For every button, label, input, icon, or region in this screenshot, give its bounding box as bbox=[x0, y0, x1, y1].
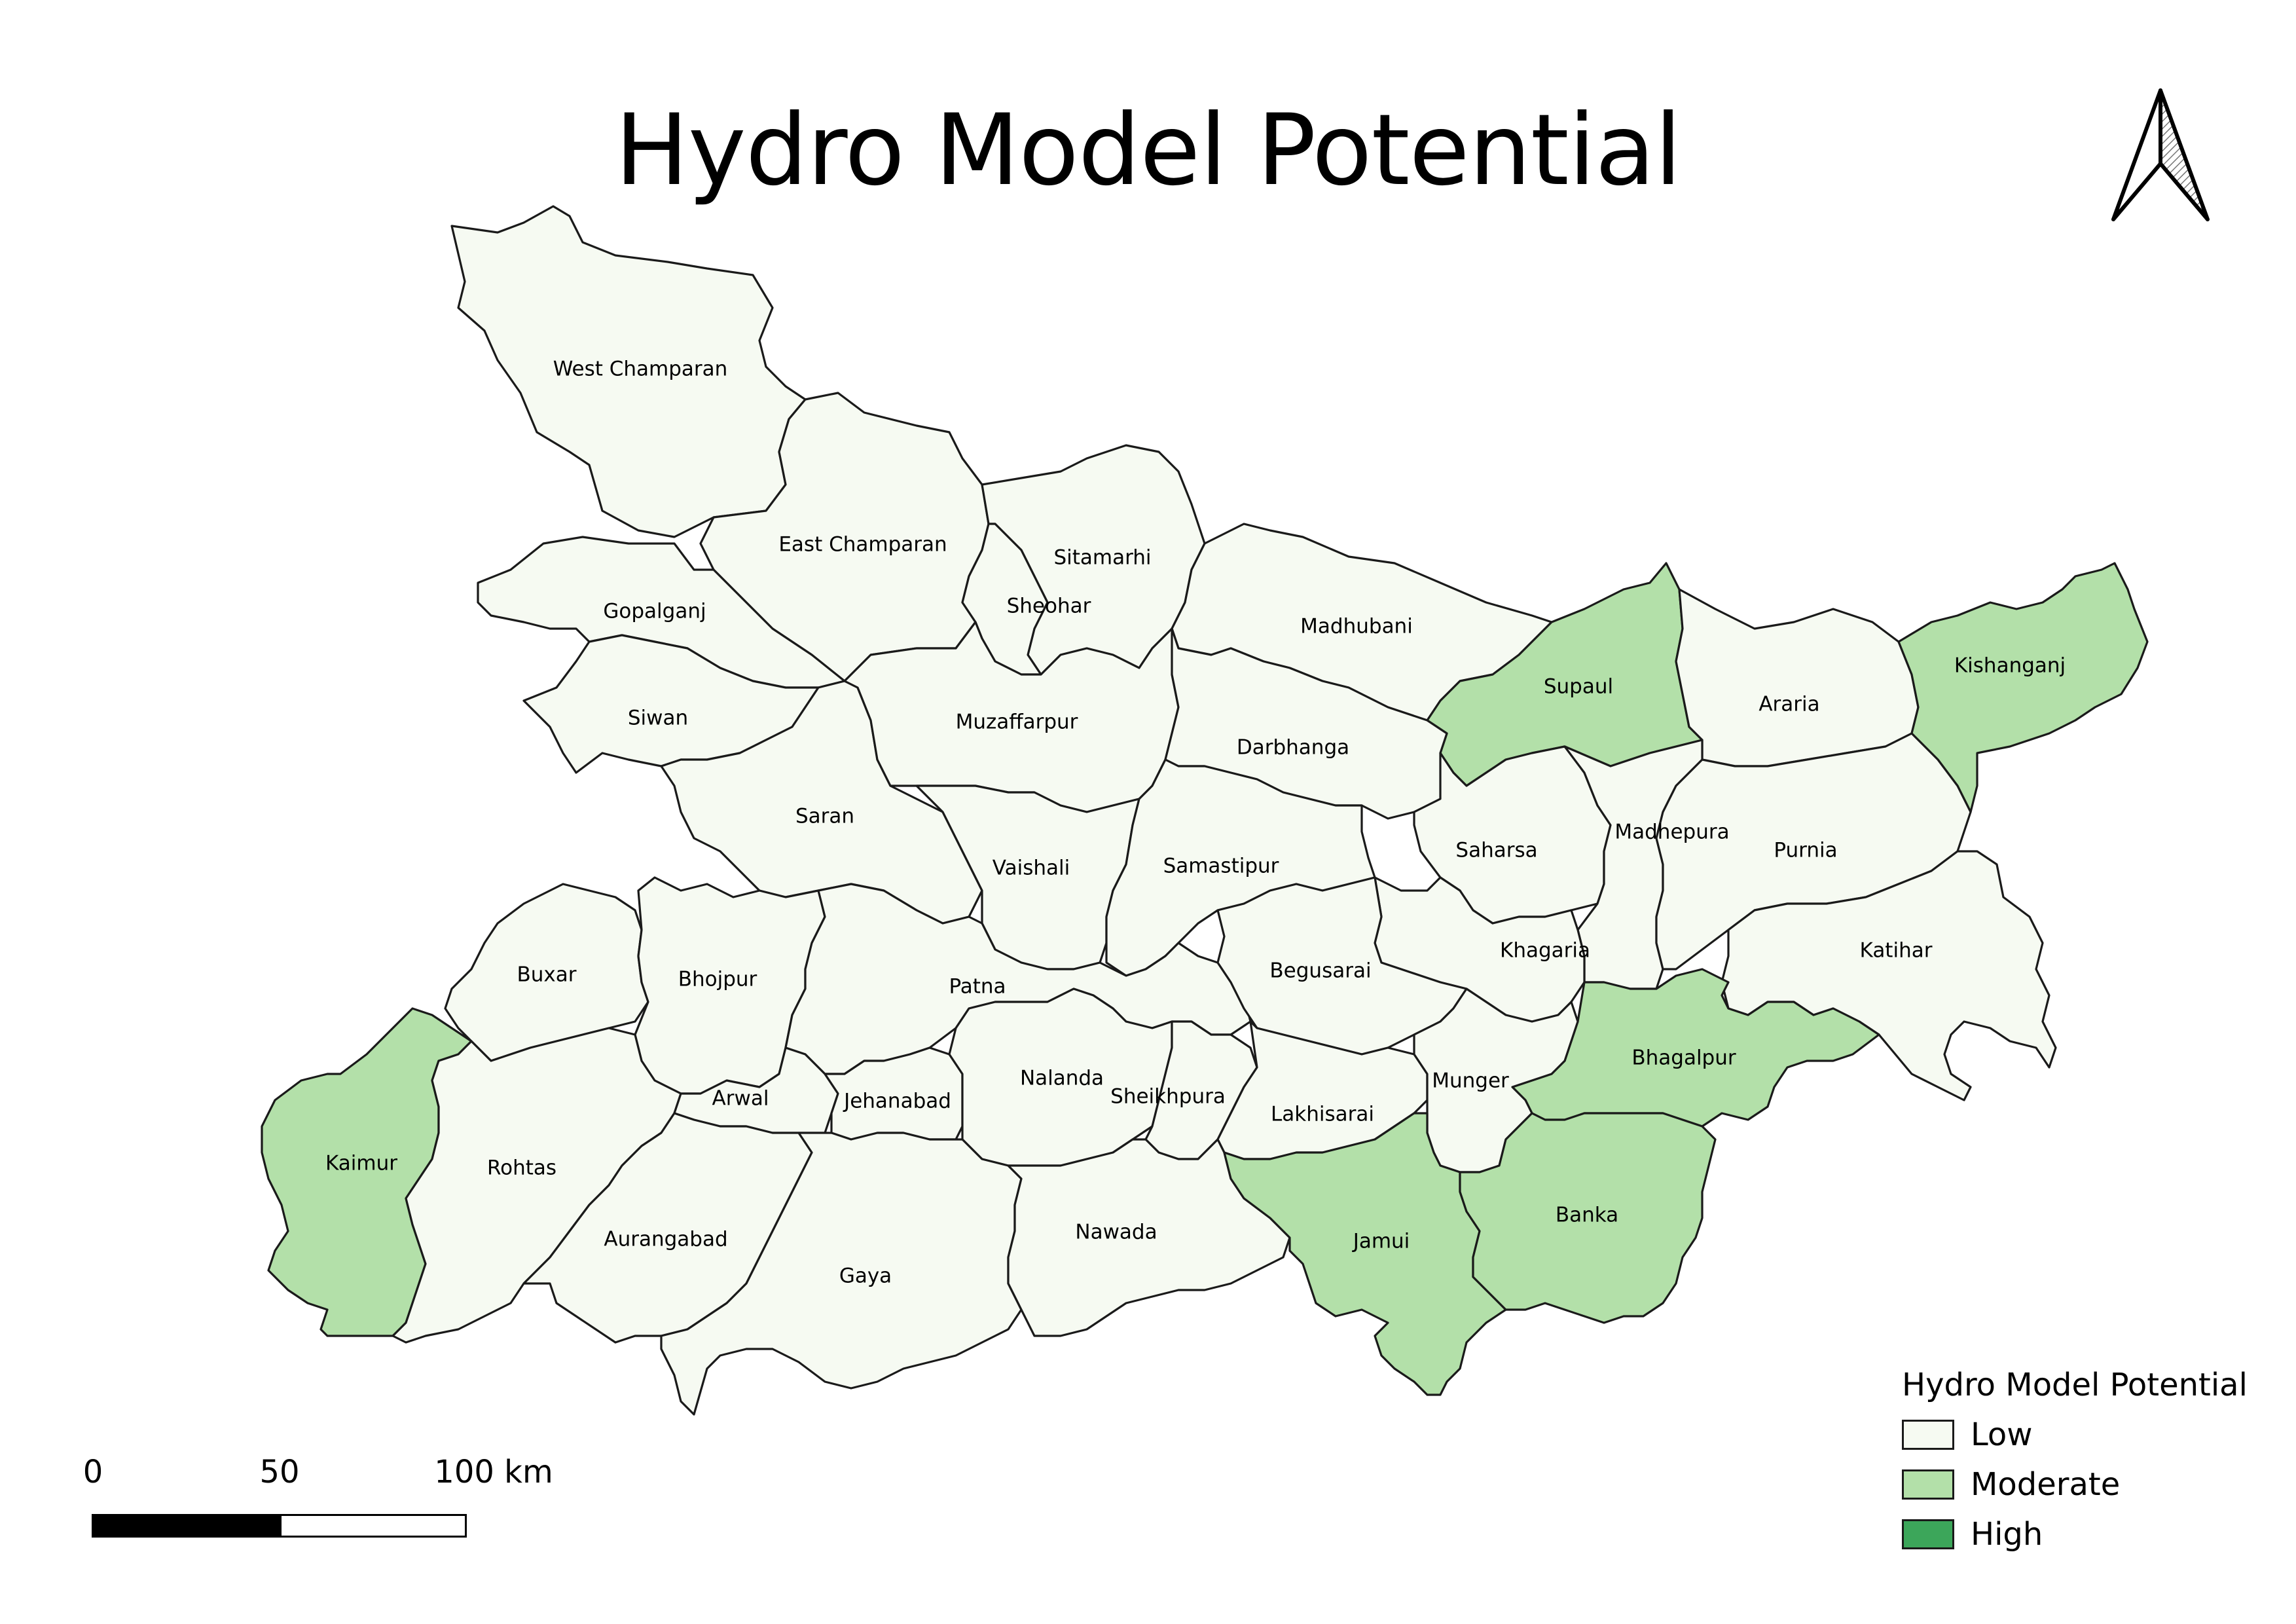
district-label: Lakhisarai bbox=[1271, 1103, 1374, 1126]
district-label: Saran bbox=[795, 805, 854, 828]
district-rohtas[interactable] bbox=[392, 1027, 682, 1344]
legend-swatch-low bbox=[1902, 1420, 1954, 1450]
district-banka[interactable] bbox=[1459, 1112, 1717, 1324]
district-label: Gaya bbox=[839, 1264, 892, 1288]
district-label: Kishanganj bbox=[1954, 654, 2066, 678]
district-label: Aurangabad bbox=[604, 1228, 727, 1251]
district-label: Jamui bbox=[1352, 1230, 1410, 1253]
district-label: Katihar bbox=[1860, 939, 1933, 963]
district-label: Buxar bbox=[517, 963, 576, 987]
district-label: Begusarai bbox=[1269, 959, 1371, 983]
district-nawada[interactable] bbox=[1007, 1138, 1291, 1337]
district-label: Kaimur bbox=[325, 1152, 397, 1175]
legend-label: Low bbox=[1971, 1416, 2033, 1453]
district-araria[interactable] bbox=[1675, 588, 1920, 767]
legend-item-moderate: Moderate bbox=[1902, 1460, 2248, 1509]
district-label: Purnia bbox=[1774, 839, 1837, 862]
legend-item-high: High bbox=[1902, 1509, 2248, 1559]
district-label: Darbhanga bbox=[1237, 736, 1349, 760]
district-label: Samastipur bbox=[1163, 855, 1279, 878]
district-label: Saharsa bbox=[1455, 839, 1537, 862]
legend-title: Hydro Model Potential bbox=[1902, 1367, 2248, 1403]
district-label: Siwan bbox=[628, 707, 688, 730]
district-label: Muzaffarpur bbox=[956, 710, 1078, 734]
legend-item-low: Low bbox=[1902, 1410, 2248, 1460]
map-legend: Hydro Model Potential Low Moderate High bbox=[1902, 1365, 2248, 1559]
district-label: Khagaria bbox=[1500, 939, 1590, 963]
district-label: Banka bbox=[1556, 1204, 1618, 1227]
district-label: Supaul bbox=[1544, 675, 1613, 699]
scale-label-50: 50 bbox=[259, 1454, 300, 1490]
district-label: Rohtas bbox=[487, 1156, 556, 1180]
scale-segment-white bbox=[280, 1514, 467, 1538]
district-label: Nawada bbox=[1075, 1221, 1157, 1244]
district-label: Sitamarhi bbox=[1053, 546, 1151, 570]
district-label: Jehanabad bbox=[843, 1090, 951, 1113]
district-label: Araria bbox=[1758, 693, 1819, 716]
scale-segment-black bbox=[92, 1514, 282, 1538]
district-label: Sheikhpura bbox=[1110, 1085, 1226, 1109]
district-label: Vaishali bbox=[993, 857, 1070, 880]
district-label: Bhojpur bbox=[678, 968, 757, 991]
district-label: East Champaran bbox=[778, 533, 947, 557]
legend-label: Moderate bbox=[1971, 1466, 2121, 1503]
scale-label-0: 0 bbox=[82, 1454, 103, 1490]
district-label: Madhepura bbox=[1614, 821, 1729, 844]
map-title: Hydro Model Potential bbox=[615, 94, 1682, 208]
district-label: West Champaran bbox=[553, 358, 728, 381]
district-label: Arwal bbox=[712, 1087, 769, 1111]
legend-swatch-moderate bbox=[1902, 1469, 1954, 1500]
district-label: Nalanda bbox=[1020, 1067, 1104, 1090]
district-gaya[interactable] bbox=[660, 1132, 1023, 1416]
scale-label-100: 100 km bbox=[434, 1454, 553, 1490]
district-jamui[interactable] bbox=[1223, 1112, 1507, 1396]
legend-label: High bbox=[1971, 1516, 2043, 1553]
north-arrow-icon bbox=[2111, 88, 2210, 221]
district-label: Patna bbox=[949, 975, 1006, 999]
district-label: Bhagalpur bbox=[1631, 1046, 1736, 1070]
district-label: Madhubani bbox=[1300, 615, 1413, 638]
district-label: Munger bbox=[1432, 1069, 1509, 1093]
legend-swatch-high bbox=[1902, 1519, 1954, 1549]
district-label: Gopalganj bbox=[603, 600, 706, 623]
district-label: Sheohar bbox=[1007, 595, 1091, 618]
